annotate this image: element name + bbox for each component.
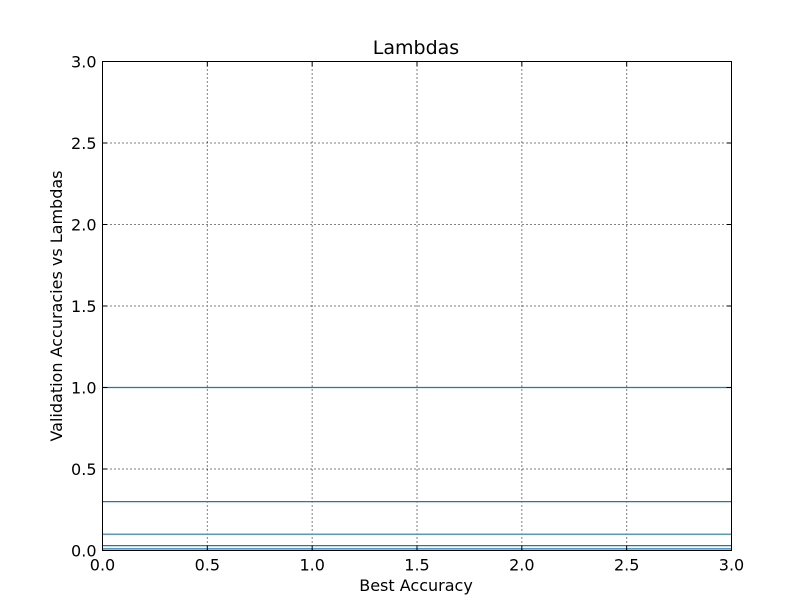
x-tick-label: 1.0 xyxy=(299,556,324,575)
y-tick-label: 2.5 xyxy=(71,134,96,153)
y-tick-label: 0.5 xyxy=(71,460,96,479)
x-tick-label: 3.0 xyxy=(719,556,744,575)
x-tick-label: 2.0 xyxy=(509,556,534,575)
y-tick-label: 0.0 xyxy=(71,542,96,561)
y-tick-label: 2.0 xyxy=(71,216,96,235)
x-tick-label: 2.5 xyxy=(614,556,639,575)
x-tick-label: 1.5 xyxy=(404,556,429,575)
y-tick-label: 3.0 xyxy=(71,53,96,72)
y-tick-label: 1.0 xyxy=(71,379,96,398)
axis-ticks: 0.0 0.5 1.0 1.5 2.0 2.5 3.0 0.0 0.5 1.0 1.5 2.0 2.5 3… xyxy=(71,53,744,575)
x-axis-label: Best Accuracy xyxy=(359,576,473,595)
y-tick-label: 1.5 xyxy=(71,297,96,316)
x-tick-label: 0.0 xyxy=(90,556,115,575)
chart-title: Lambdas xyxy=(373,37,459,59)
y-axis-label: Validation Accuracies vs Lambdas xyxy=(47,170,66,441)
x-tick-label: 0.5 xyxy=(195,556,220,575)
